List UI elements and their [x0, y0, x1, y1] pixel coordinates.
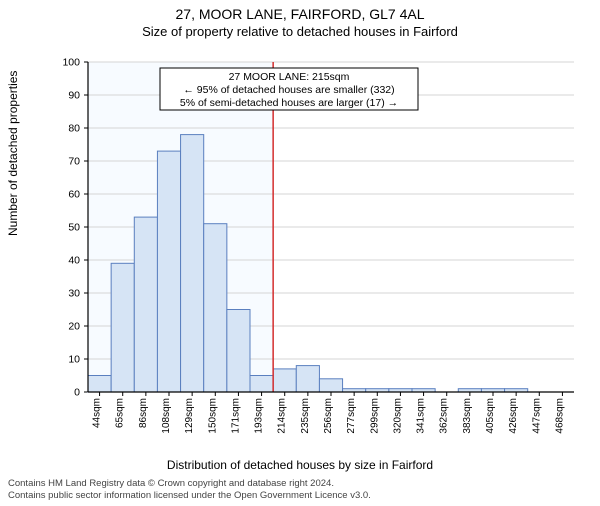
svg-text:405sqm: 405sqm — [485, 398, 496, 434]
svg-text:193sqm: 193sqm — [254, 398, 265, 434]
svg-text:60: 60 — [68, 189, 80, 201]
svg-text:235sqm: 235sqm — [300, 398, 311, 434]
svg-text:256sqm: 256sqm — [323, 398, 334, 434]
footer-attribution: Contains HM Land Registry data © Crown c… — [8, 478, 371, 502]
svg-text:40: 40 — [68, 255, 80, 267]
svg-text:100: 100 — [62, 57, 80, 69]
footer-line-1: Contains HM Land Registry data © Crown c… — [8, 478, 371, 490]
page-title: 27, MOOR LANE, FAIRFORD, GL7 4AL — [0, 6, 600, 22]
svg-text:86sqm: 86sqm — [138, 398, 149, 428]
svg-text:30: 30 — [68, 288, 80, 300]
footer-line-2: Contains public sector information licen… — [8, 490, 371, 502]
svg-text:447sqm: 447sqm — [531, 398, 542, 434]
chart-area: 0 10 20 30 40 50 60 70 80 90 100 44sqm 65sqm 86sqm 108… — [48, 54, 578, 434]
svg-text:90: 90 — [68, 90, 80, 102]
svg-text:← 95% of detached houses are s: ← 95% of detached houses are smaller (33… — [183, 84, 394, 96]
svg-text:44sqm: 44sqm — [92, 398, 103, 428]
svg-text:320sqm: 320sqm — [392, 398, 403, 434]
svg-text:214sqm: 214sqm — [277, 398, 288, 434]
svg-text:129sqm: 129sqm — [184, 398, 195, 434]
svg-text:20: 20 — [68, 321, 80, 333]
svg-text:50: 50 — [68, 222, 80, 234]
svg-text:108sqm: 108sqm — [161, 398, 172, 434]
svg-text:27 MOOR LANE: 215sqm: 27 MOOR LANE: 215sqm — [229, 71, 350, 83]
svg-text:468sqm: 468sqm — [554, 398, 565, 434]
page-subtitle: Size of property relative to detached ho… — [0, 24, 600, 39]
svg-text:150sqm: 150sqm — [207, 398, 218, 434]
svg-text:299sqm: 299sqm — [369, 398, 380, 434]
svg-text:10: 10 — [68, 354, 80, 366]
svg-text:5% of semi-detached houses are: 5% of semi-detached houses are larger (1… — [180, 97, 398, 109]
svg-text:426sqm: 426sqm — [508, 398, 519, 434]
svg-text:70: 70 — [68, 156, 80, 168]
svg-text:362sqm: 362sqm — [439, 398, 450, 434]
svg-text:80: 80 — [68, 123, 80, 135]
svg-text:277sqm: 277sqm — [346, 398, 357, 434]
svg-text:341sqm: 341sqm — [416, 398, 427, 434]
svg-text:171sqm: 171sqm — [230, 398, 241, 434]
histogram-chart: 0 10 20 30 40 50 60 70 80 90 100 44sqm 65sqm 86sqm 108… — [48, 54, 578, 454]
y-axis-label: Number of detached properties — [6, 71, 20, 236]
x-axis-label: Distribution of detached houses by size … — [0, 458, 600, 472]
svg-text:383sqm: 383sqm — [462, 398, 473, 434]
svg-text:65sqm: 65sqm — [115, 398, 126, 428]
svg-text:0: 0 — [74, 387, 80, 399]
